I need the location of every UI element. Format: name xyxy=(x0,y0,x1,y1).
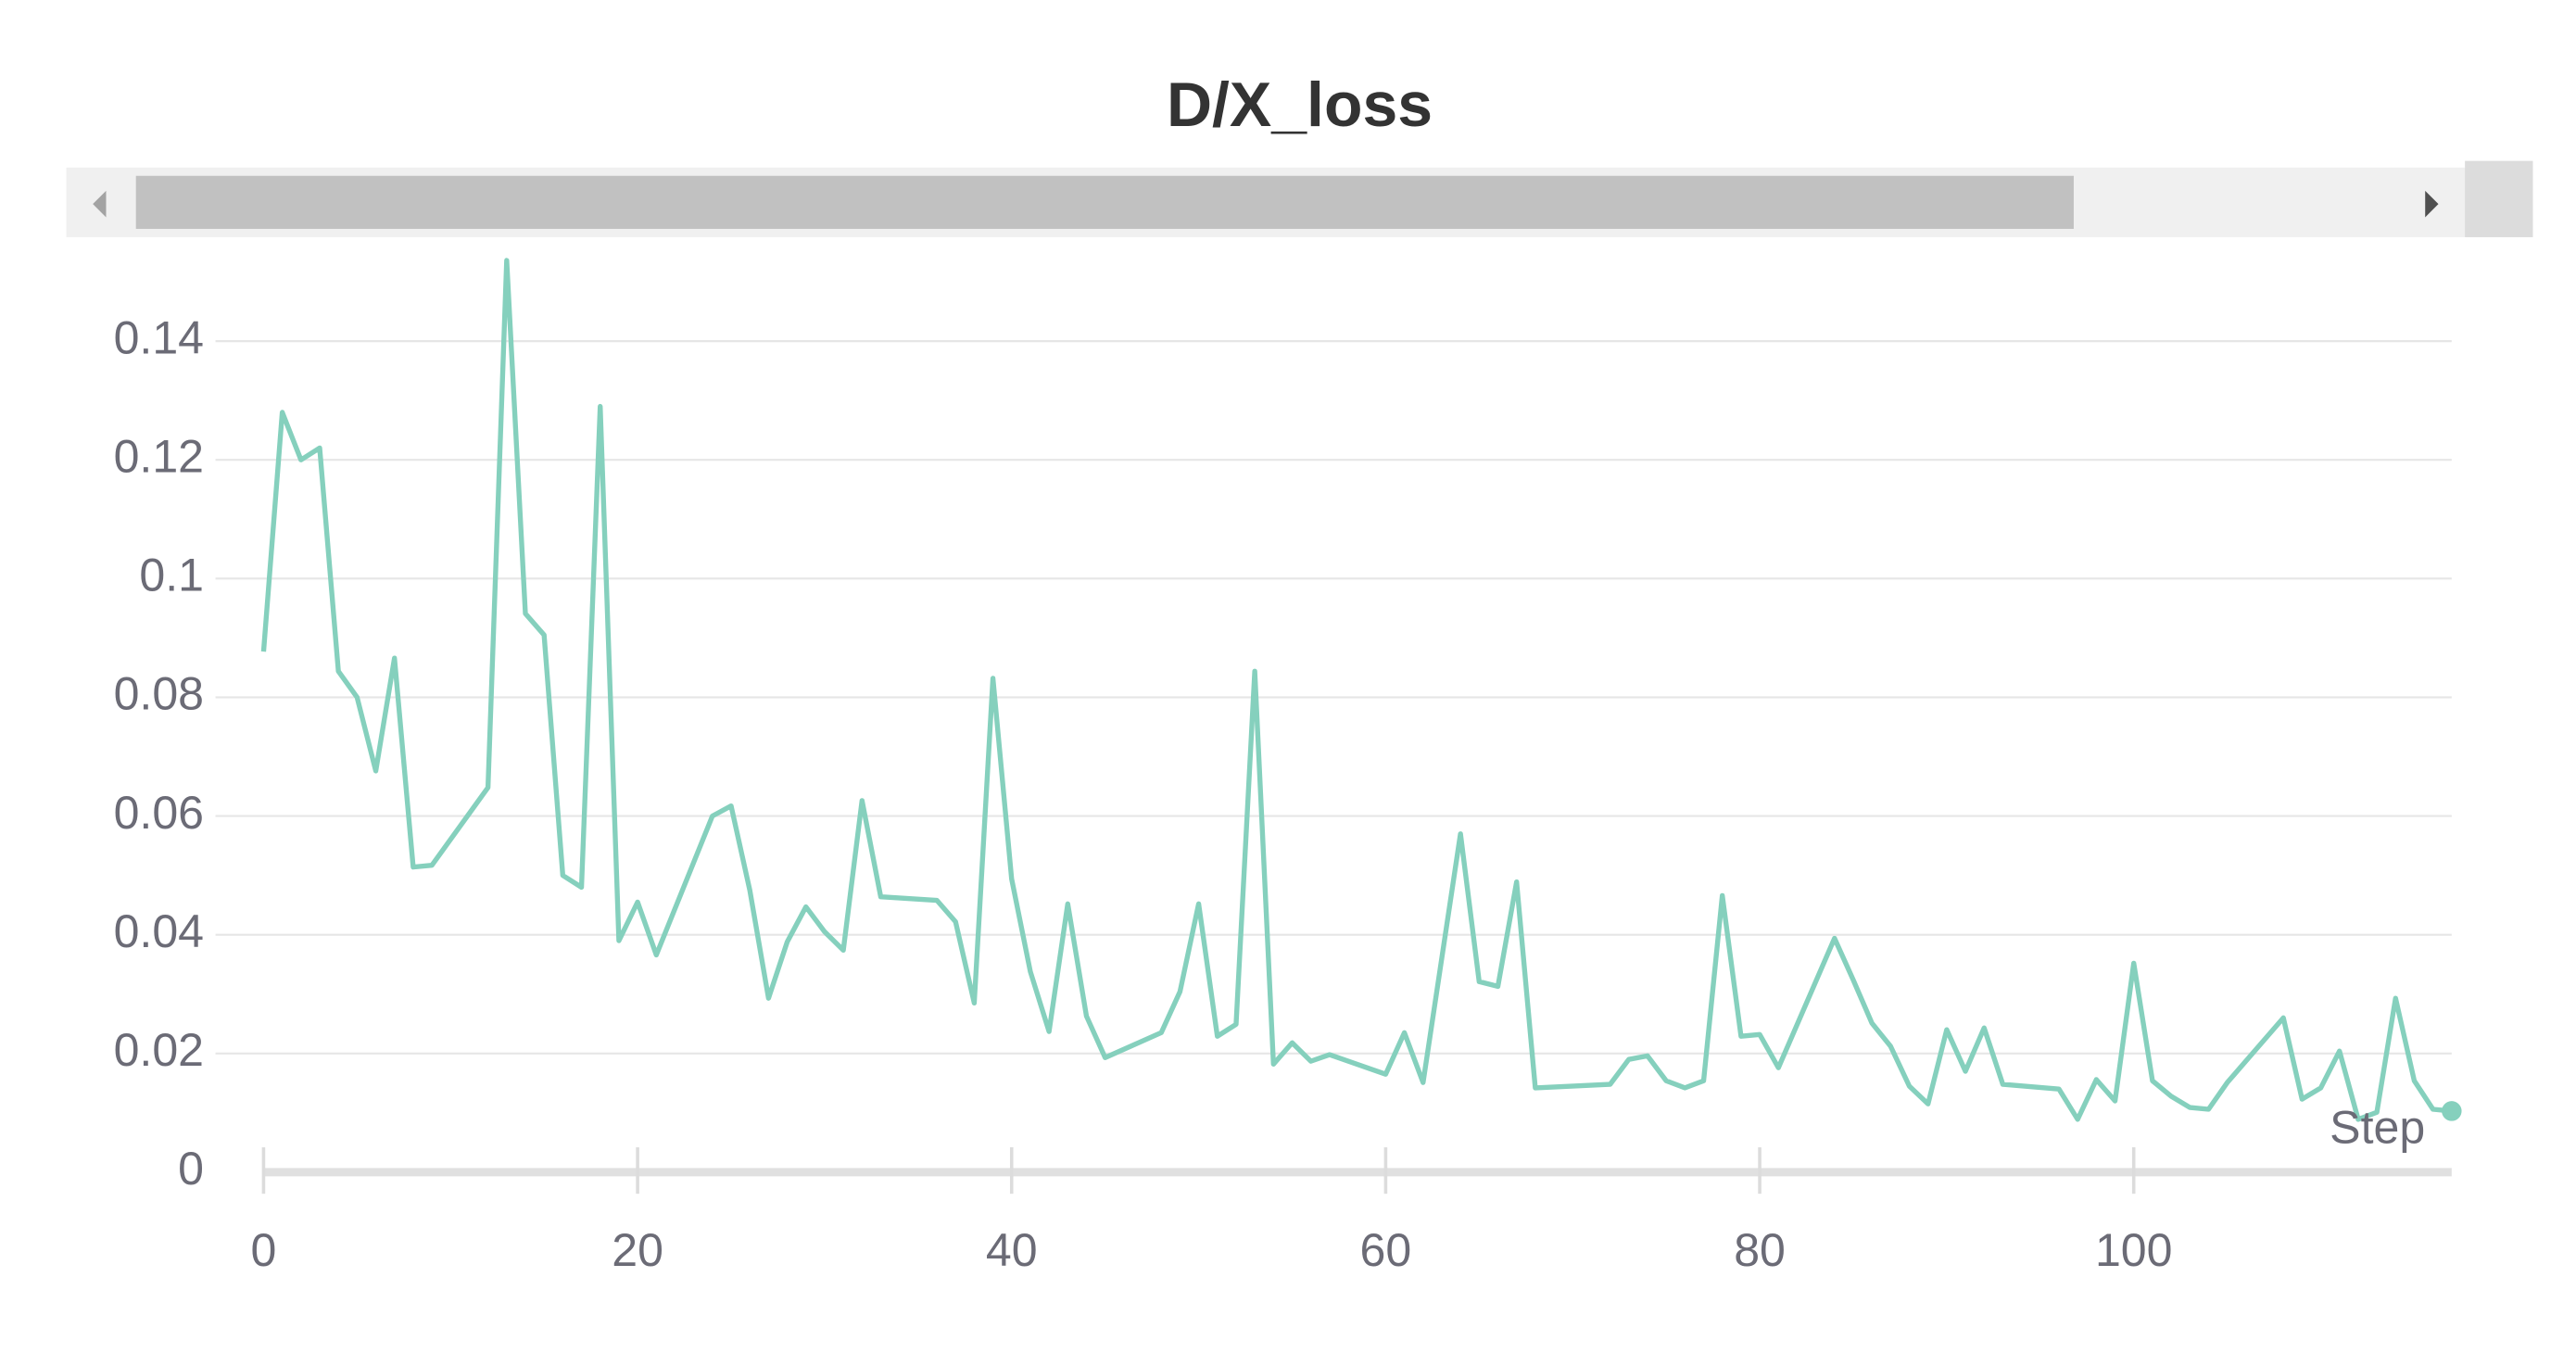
scroll-corner xyxy=(2465,160,2533,237)
x-tick-label: 20 xyxy=(612,1224,663,1276)
y-tick-label: 0.04 xyxy=(114,905,204,957)
scroll-left[interactable] xyxy=(93,190,107,218)
y-tick-label: 0 xyxy=(178,1143,204,1195)
y-tick-label: 0.14 xyxy=(114,311,204,363)
y-tick-label: 0.1 xyxy=(139,550,204,601)
x-tick-label: 60 xyxy=(1360,1224,1412,1276)
loss-line xyxy=(260,258,2453,1122)
y-tick-label: 0.12 xyxy=(114,430,204,482)
y-tick-label: 0.02 xyxy=(114,1024,204,1076)
x-tick-label: 0 xyxy=(251,1224,277,1276)
x-tick-label: 100 xyxy=(2095,1224,2173,1276)
x-tick-label: 40 xyxy=(986,1224,1038,1276)
scroll-thumb[interactable] xyxy=(135,175,2074,229)
y-tick-label: 0.06 xyxy=(114,787,204,839)
scrollbar[interactable] xyxy=(66,160,2533,237)
last-point xyxy=(2442,1101,2462,1121)
x-axis-label: Step xyxy=(2330,1101,2425,1153)
y-tick-label: 0.08 xyxy=(114,668,204,720)
x-tick-label: 80 xyxy=(1734,1224,1786,1276)
scroll-right[interactable] xyxy=(2425,190,2439,218)
chart-title: D/X_loss xyxy=(1167,70,1433,140)
